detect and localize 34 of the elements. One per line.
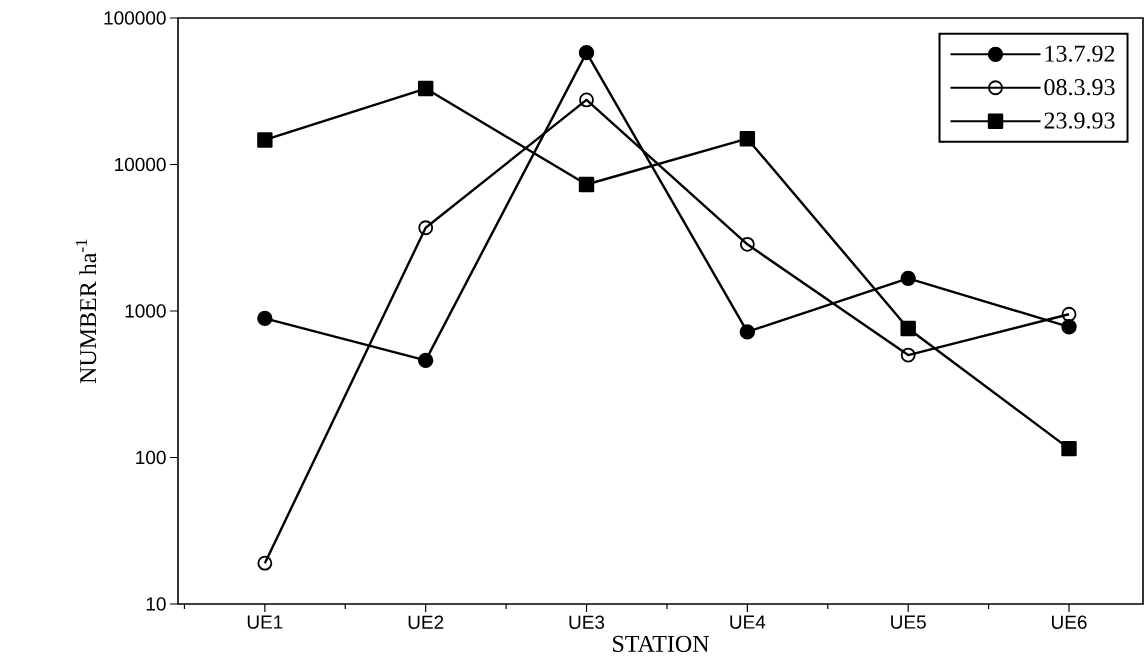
point: [1061, 306, 1077, 322]
point: [900, 320, 916, 337]
y-tick-label: 100000: [104, 11, 166, 25]
point: [1061, 319, 1077, 335]
point: [418, 220, 434, 236]
y-tick-label: 1000: [125, 304, 166, 318]
point: [579, 92, 594, 108]
x-tick-label: UE1: [247, 615, 283, 629]
legend-label: 13.7.92: [1045, 45, 1115, 62]
point: [417, 80, 434, 97]
legend-label: 08.3.93: [1044, 79, 1115, 96]
x-axis-title: STATION: [613, 635, 709, 652]
point: [578, 44, 595, 61]
point: [739, 130, 756, 147]
point: [1061, 440, 1077, 457]
point: [257, 555, 273, 571]
point: [417, 352, 434, 369]
point: [900, 347, 916, 363]
y-tick-label: 100: [136, 450, 166, 465]
x-tick-label: UE3: [569, 615, 605, 629]
x-tick-label: UE6: [1051, 615, 1087, 629]
x-tick-label: UE5: [891, 615, 926, 629]
point: [739, 236, 755, 252]
point: [739, 324, 756, 340]
point: [257, 310, 273, 327]
point: [900, 270, 916, 287]
legend-label: 23.9.93: [1044, 112, 1115, 129]
point: [578, 176, 595, 193]
y-tick-label: 10: [146, 597, 166, 611]
y-axis-title: NUMBER ha$^{-1}$: [75, 239, 97, 384]
point: [257, 132, 273, 148]
y-tick-label: 10000: [115, 157, 166, 172]
x-tick-label: UE2: [408, 615, 444, 629]
x-tick-label: UE4: [730, 615, 766, 629]
